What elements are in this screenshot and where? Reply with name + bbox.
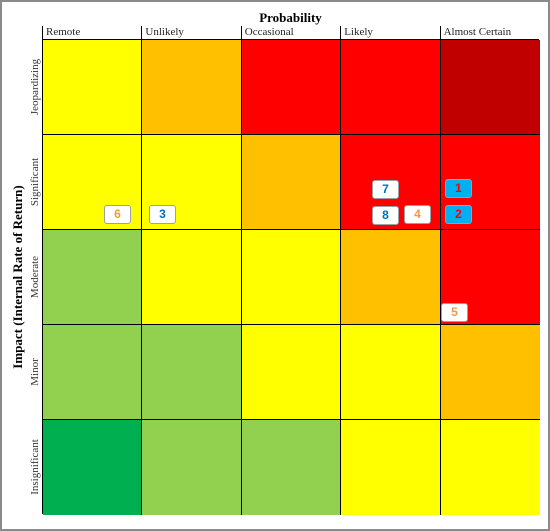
cell-r4-c3: [341, 420, 441, 515]
cell-r3-c0: [43, 325, 143, 420]
cell-r3-c4: [440, 325, 540, 420]
cell-r0-c0: [43, 40, 143, 135]
risk-grid: 1 2 3 4 5 6 7 8: [42, 39, 540, 515]
cell-r3-c2: [241, 325, 342, 420]
cell-r4-c4: [440, 420, 540, 515]
risk-marker-6[interactable]: 6: [104, 205, 131, 224]
row-label: Minor: [28, 357, 41, 386]
cell-r3-c3: [341, 325, 441, 420]
risk-marker-4[interactable]: 4: [404, 205, 431, 224]
risk-marker-2[interactable]: 2: [445, 205, 472, 224]
column-label: Likely: [340, 26, 439, 39]
risk-marker-5[interactable]: 5: [441, 303, 468, 322]
y-axis-title: Impact (Internal Rate of Return): [10, 185, 25, 369]
row-label: Insignificant: [28, 438, 41, 495]
risk-marker-3[interactable]: 3: [149, 205, 176, 224]
row-label: Significant: [29, 157, 42, 206]
cell-r2-c0: [43, 230, 143, 325]
risk-marker-8[interactable]: 8: [372, 206, 399, 225]
cell-r2-c1: [142, 230, 242, 325]
cell-r2-c3: [341, 230, 441, 325]
cell-r0-c4: [440, 40, 540, 135]
column-label: Occasional: [240, 26, 340, 39]
cell-r4-c2: [241, 420, 342, 515]
cell-r0-c3: [341, 40, 441, 135]
cell-r3-c1: [142, 325, 242, 420]
column-label: Unlikely: [141, 26, 240, 39]
cell-r4-c0: [43, 420, 143, 515]
risk-marker-7[interactable]: 7: [372, 180, 399, 199]
cell-r4-c1: [142, 420, 242, 515]
column-label: Almost Certain: [439, 26, 539, 39]
cell-r2-c2: [241, 230, 342, 325]
cell-r0-c1: [142, 40, 242, 135]
x-axis-title: Probability: [259, 10, 322, 25]
risk-marker-1[interactable]: 1: [445, 179, 472, 198]
column-label: Remote: [42, 26, 141, 39]
cell-r0-c2: [241, 40, 342, 135]
row-label: Moderate: [29, 255, 42, 298]
row-label: Jeopardizing: [29, 58, 42, 115]
cell-r1-c2: [241, 135, 342, 230]
